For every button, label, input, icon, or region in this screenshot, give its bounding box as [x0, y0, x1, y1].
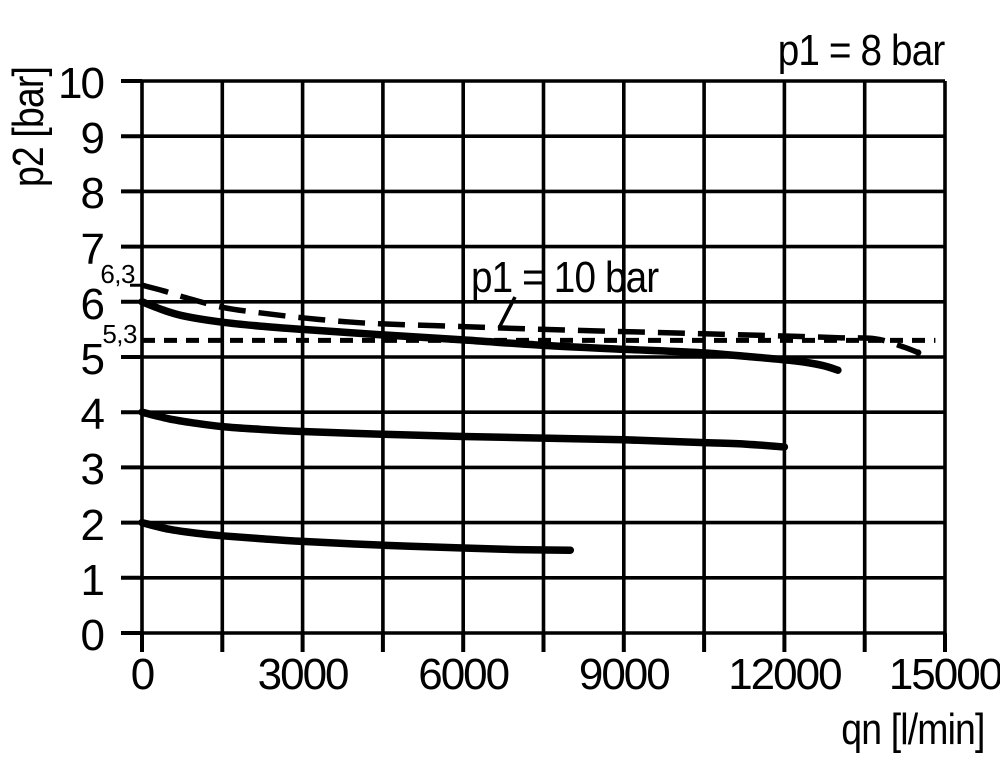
- x-tick-label: 6000: [418, 650, 510, 699]
- y-tick-label: 4: [80, 390, 105, 440]
- x-axis-title: qn [l/min]: [841, 705, 986, 754]
- p1-10bar-annotation: p1 = 10 bar: [471, 253, 659, 302]
- p1-10bar-curve-end-dot: [915, 349, 922, 356]
- y-tick-label: 10: [58, 59, 105, 108]
- y-tick-label: 7: [80, 224, 105, 274]
- x-tick-label: 0: [130, 650, 156, 699]
- y-tick-label: 3: [80, 445, 105, 495]
- y-tick-label: 0: [80, 611, 105, 660]
- y-tick-label: 5: [80, 335, 105, 384]
- p1-10bar-curve: [141, 282, 920, 356]
- p1-8bar-annotation: p1 = 8 bar: [777, 26, 945, 75]
- set-4bar-curve: [138, 408, 789, 451]
- p1-8bar-set-6bar-curve: [138, 298, 842, 374]
- y-mark-5-3-label: 5,3: [102, 319, 137, 349]
- x-tick-label: 3000: [257, 650, 350, 699]
- y-tick-label: 1: [80, 555, 105, 605]
- y-tick-label: 6: [80, 279, 105, 329]
- set-2bar-curve: [138, 518, 575, 554]
- x-tick-label: 12000: [728, 650, 842, 699]
- y-tick-label: 2: [80, 500, 105, 550]
- x-tick-label: 15000: [888, 650, 1000, 699]
- y-tick-label: 8: [80, 169, 105, 219]
- x-tick-label: 9000: [578, 650, 671, 699]
- y-tick-label: 9: [80, 114, 105, 164]
- y-mark-6-3-label: 6,3: [100, 259, 135, 289]
- annotation-leader-line: [497, 296, 517, 329]
